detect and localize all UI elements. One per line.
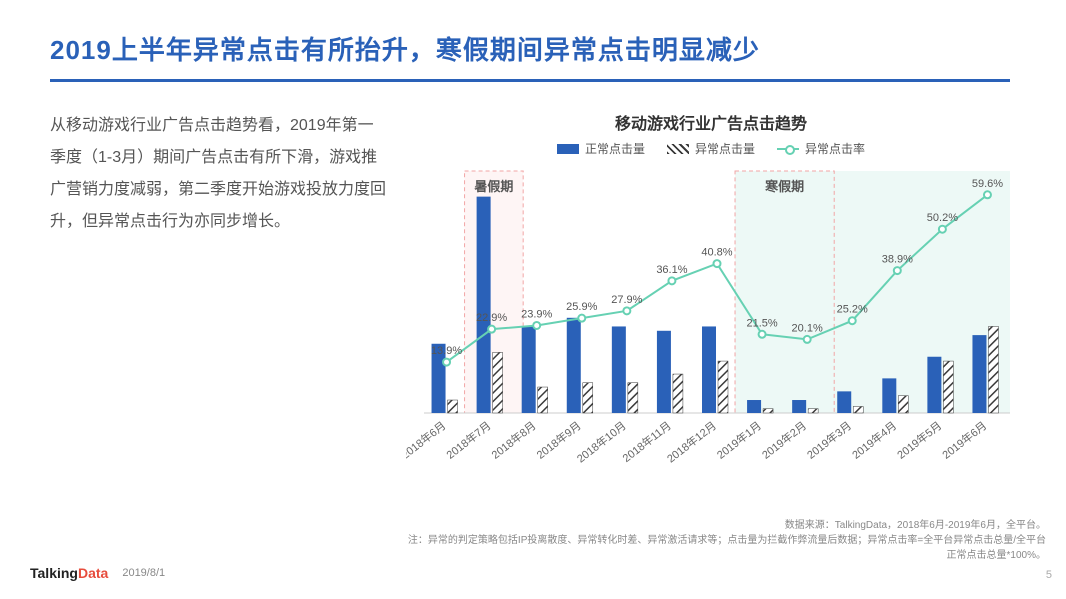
body-text: 从移动游戏行业广告点击趋势看，2019年第一季度（1-3月）期间广告点击有所下滑… — [50, 110, 406, 475]
bar-normal — [567, 318, 581, 413]
legend-swatch-normal — [557, 144, 579, 154]
bar-abnormal — [628, 383, 638, 413]
rate-label: 22.9% — [476, 312, 507, 324]
x-tick-label: 2019年2月 — [759, 418, 809, 461]
rate-marker — [894, 267, 901, 274]
rate-label: 36.1% — [656, 264, 687, 276]
rate-label: 21.5% — [746, 317, 777, 329]
legend-swatch-rate — [777, 148, 799, 150]
rate-marker — [623, 307, 630, 314]
paragraph: 从移动游戏行业广告点击趋势看，2019年第一季度（1-3月）期间广告点击有所下滑… — [50, 110, 386, 238]
legend-abnormal: 异常点击量 — [667, 140, 755, 157]
chart-region: 移动游戏行业广告点击趋势 正常点击量 异常点击量 异常点击率 — [406, 110, 1016, 475]
x-tick-label: 2018年12月 — [664, 418, 719, 465]
bar-abnormal — [898, 396, 908, 413]
bar-abnormal — [448, 400, 458, 413]
svg-text:寒假期: 寒假期 — [764, 179, 804, 194]
rate-marker — [804, 336, 811, 343]
rate-label: 25.9% — [566, 301, 597, 313]
bar-normal — [522, 326, 536, 413]
rate-marker — [533, 322, 540, 329]
logo-part-b: Data — [78, 565, 108, 581]
bar-abnormal — [538, 387, 548, 413]
x-tick-label: 2019年3月 — [804, 418, 854, 461]
bar-abnormal — [943, 361, 953, 413]
chart-title: 移动游戏行业广告点击趋势 — [406, 110, 1016, 134]
legend-label-normal: 正常点击量 — [585, 140, 645, 157]
bar-normal — [477, 197, 491, 413]
footer-date: 2019/8/1 — [122, 567, 165, 579]
chart-canvas: 暑假期寒假期2018年6月2018年7月2018年8月2018年9月2018年1… — [406, 165, 1016, 475]
x-tick-label: 2019年6月 — [939, 418, 989, 461]
footnote-source: 数据来源：TalkingData，2018年6月-2019年6月，全平台。 — [406, 518, 1046, 533]
legend-swatch-abnormal — [667, 144, 689, 154]
legend-label-rate: 异常点击率 — [805, 140, 865, 157]
bar-abnormal — [988, 326, 998, 413]
x-tick-label: 2018年8月 — [488, 418, 538, 461]
bar-abnormal — [808, 409, 818, 413]
footer: TalkingData 2019/8/1 — [30, 565, 165, 581]
rate-label: 38.9% — [882, 254, 913, 266]
rate-marker — [849, 317, 856, 324]
bar-normal — [612, 326, 626, 413]
rate-marker — [668, 277, 675, 284]
logo: TalkingData — [30, 565, 108, 581]
bar-abnormal — [763, 409, 773, 413]
rate-marker — [984, 191, 991, 198]
rate-label: 25.2% — [837, 304, 868, 316]
footnote: 数据来源：TalkingData，2018年6月-2019年6月，全平台。 注：… — [406, 518, 1046, 563]
rate-marker — [759, 331, 766, 338]
slide-title: 2019上半年异常点击有所抬升，寒假期间异常点击明显减少 — [50, 30, 1016, 67]
rate-label: 40.8% — [701, 247, 732, 259]
bar-normal — [657, 331, 671, 413]
page-number: 5 — [1046, 569, 1052, 581]
bar-normal — [747, 400, 761, 413]
x-tick-label: 2018年7月 — [443, 418, 493, 461]
legend-label-abnormal: 异常点击量 — [695, 140, 755, 157]
x-tick-label: 2018年6月 — [406, 418, 448, 461]
rate-marker — [488, 326, 495, 333]
bar-abnormal — [493, 352, 503, 413]
x-tick-label: 2019年5月 — [894, 418, 944, 461]
rate-marker — [714, 260, 721, 267]
chart-legend: 正常点击量 异常点击量 异常点击率 — [406, 140, 1016, 157]
bar-normal — [882, 378, 896, 413]
rate-label: 27.9% — [611, 294, 642, 306]
bar-abnormal — [718, 361, 728, 413]
x-tick-label: 2018年10月 — [574, 418, 629, 465]
bar-abnormal — [673, 374, 683, 413]
rate-marker — [443, 359, 450, 366]
legend-normal: 正常点击量 — [557, 140, 645, 157]
bar-abnormal — [853, 407, 863, 413]
rate-marker — [578, 315, 585, 322]
rate-label: 23.9% — [521, 308, 552, 320]
bar-normal — [792, 400, 806, 413]
bar-normal — [972, 335, 986, 413]
rate-label: 20.1% — [792, 322, 823, 334]
bar-normal — [927, 357, 941, 413]
rate-label: 59.6% — [972, 178, 1003, 190]
rate-marker — [939, 226, 946, 233]
bar-normal — [837, 391, 851, 413]
bar-normal — [702, 326, 716, 413]
rate-label: 13.9% — [431, 345, 462, 357]
legend-rate: 异常点击率 — [777, 140, 865, 157]
title-underline — [50, 79, 1010, 82]
chart-svg: 暑假期寒假期2018年6月2018年7月2018年8月2018年9月2018年1… — [406, 165, 1016, 475]
x-tick-label: 2019年1月 — [714, 418, 764, 461]
footnote-note: 注：异常的判定策略包括IP投离散度、异常转化时差、异常激活请求等；点击量为拦截作… — [406, 533, 1046, 563]
x-tick-label: 2019年4月 — [849, 418, 899, 461]
svg-text:暑假期: 暑假期 — [473, 179, 513, 194]
bar-abnormal — [583, 383, 593, 413]
rate-label: 50.2% — [927, 212, 958, 224]
logo-part-a: Talking — [30, 565, 78, 581]
